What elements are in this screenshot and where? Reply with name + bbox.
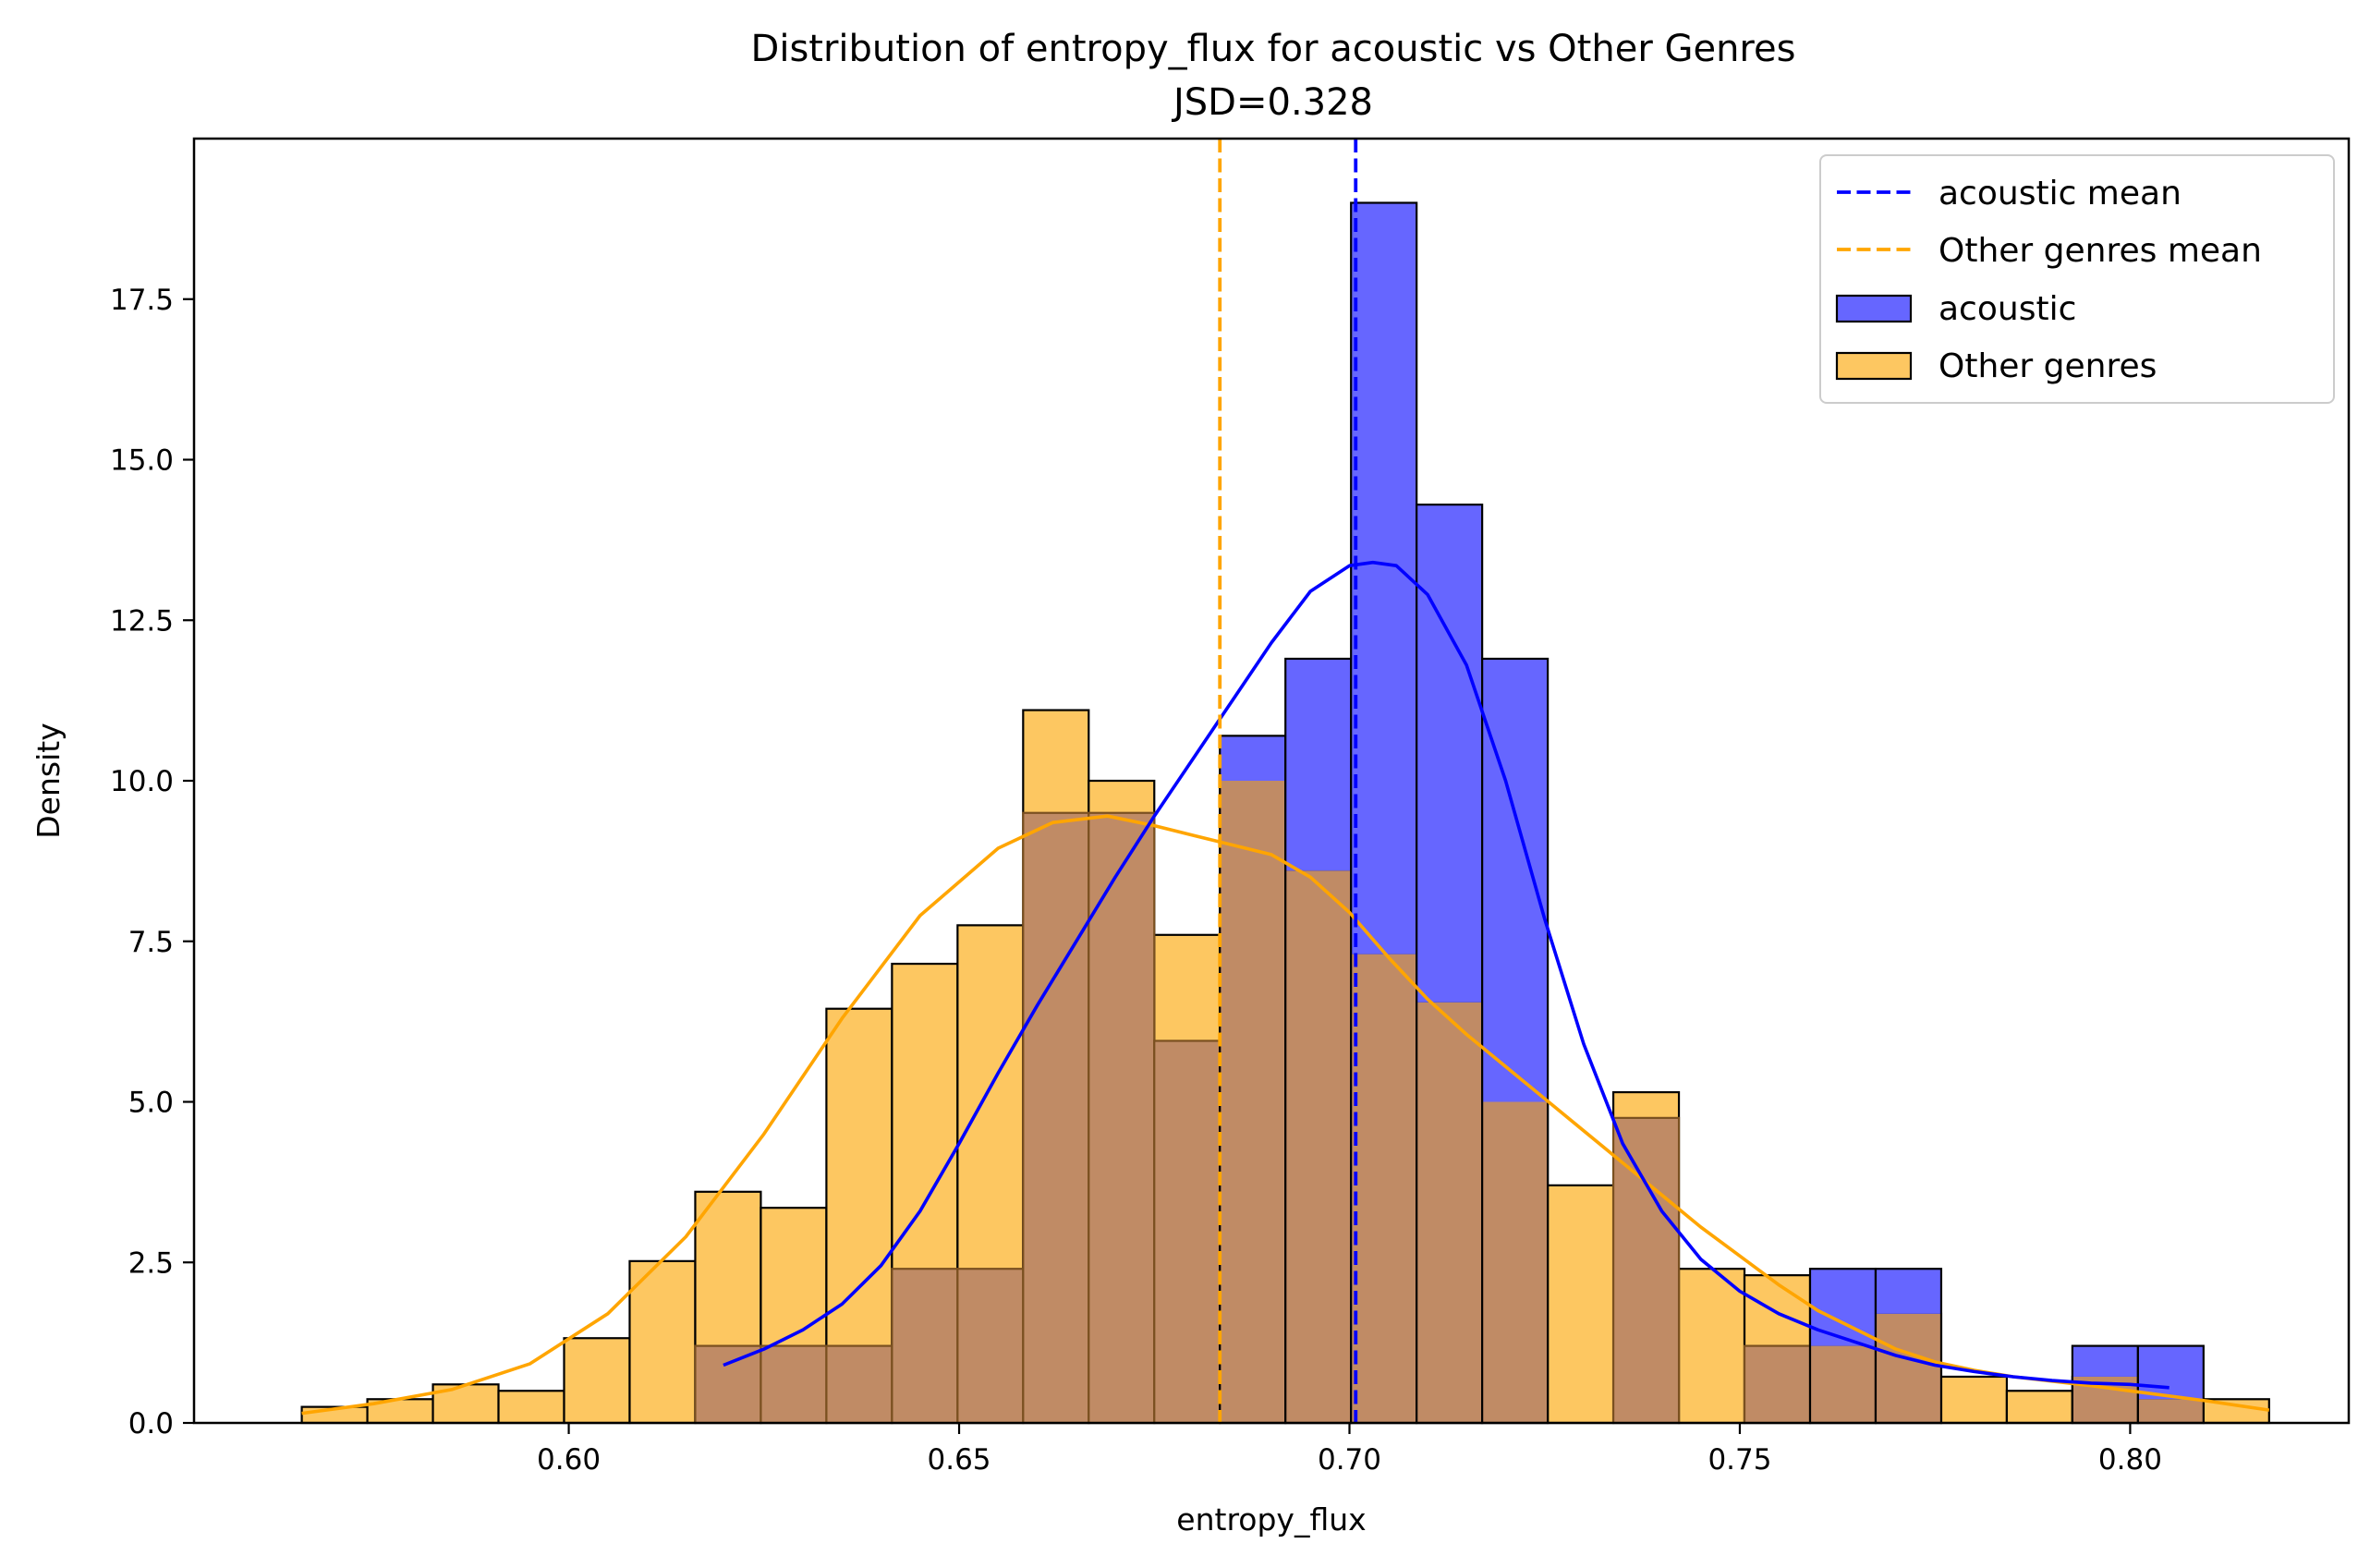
x-tick-label: 0.80 <box>2098 1443 2162 1477</box>
acoustic-bar <box>760 1345 827 1423</box>
other-genres-bar <box>1023 710 1089 813</box>
acoustic-bar <box>1351 202 1417 954</box>
acoustic-bar <box>1744 1345 1810 1423</box>
acoustic-bar <box>1154 1040 1221 1423</box>
x-tick-label: 0.70 <box>1318 1443 1381 1477</box>
other-genres-bar <box>2006 1391 2072 1423</box>
acoustic-bar <box>1023 812 1089 1423</box>
acoustic-bar <box>1351 954 1417 1423</box>
acoustic-bar <box>1875 1269 1941 1314</box>
other-genres-bar <box>1548 1185 1614 1423</box>
legend-item: acoustic <box>1835 290 2076 328</box>
other-genres-bar <box>564 1338 630 1423</box>
acoustic-bar <box>892 1269 958 1423</box>
other-genres-kde-line <box>301 814 2270 1416</box>
acoustic-bar <box>1875 1313 1941 1423</box>
legend-patch-swatch <box>1835 294 1913 323</box>
acoustic-bar <box>1088 812 1155 1423</box>
other-genres-bar <box>957 925 1024 1270</box>
mean-lines <box>1218 139 1358 1423</box>
other-genres-bar <box>498 1391 565 1423</box>
y-tick-label: 0.0 <box>128 1407 174 1440</box>
chart-subtitle: JSD=0.328 <box>1171 81 1373 124</box>
acoustic-bar <box>1285 658 1352 871</box>
plot-area <box>300 139 2270 1425</box>
acoustic-bar <box>695 1345 761 1423</box>
acoustic-bar <box>1810 1345 1876 1423</box>
other-genres-bars <box>300 709 2270 1425</box>
legend: acoustic mean Other genres mean acoustic Ot… <box>1819 154 2335 404</box>
other-genres-bar <box>760 1208 827 1346</box>
x-tick-label: 0.75 <box>1708 1443 1771 1477</box>
y-tick-label: 5.0 <box>128 1087 174 1120</box>
other-genres-bar <box>1613 1092 1680 1118</box>
other-genres-bar <box>1088 781 1155 813</box>
legend-frame <box>1819 154 2335 404</box>
acoustic-bar <box>2137 1345 2204 1400</box>
acoustic-bar <box>2137 1399 2204 1423</box>
other-genres-bar <box>629 1260 696 1423</box>
y-tick-label: 7.5 <box>128 926 174 959</box>
x-tick-label: 0.65 <box>928 1443 991 1477</box>
y-tick-label: 15.0 <box>110 444 174 478</box>
acoustic-bar <box>826 1345 893 1423</box>
x-axis-ticks: 0.60 0.65 0.70 0.75 0.80 <box>537 1423 2162 1477</box>
acoustic-bar <box>1482 1101 1549 1423</box>
other-genres-bar <box>826 1008 893 1346</box>
acoustic-bars <box>694 201 2205 1425</box>
y-tick-label: 2.5 <box>128 1246 174 1280</box>
acoustic-bar <box>1416 504 1483 1003</box>
y-axis-label: Density <box>30 723 67 838</box>
acoustic-bar <box>1220 735 1286 781</box>
other-genres-bar <box>892 964 958 1270</box>
acoustic-bar <box>957 1269 1024 1423</box>
acoustic-bar <box>1220 781 1286 1423</box>
y-tick-label: 17.5 <box>110 284 174 317</box>
kde-lines <box>301 560 2270 1416</box>
acoustic-bar <box>1416 1002 1483 1423</box>
y-tick-label: 10.0 <box>110 765 174 798</box>
legend-patch-swatch <box>1835 351 1913 381</box>
legend-item: acoustic mean <box>1837 175 2182 213</box>
other-genres-bar <box>1679 1269 1745 1423</box>
y-axis-ticks: 0.0 2.5 5.0 7.5 10.0 12.5 15.0 17.5 <box>110 284 194 1440</box>
acoustic-bar <box>2072 1345 2138 1377</box>
other-genres-bar <box>1744 1275 1810 1346</box>
legend-label: acoustic mean <box>1939 175 2182 213</box>
chart-title: Distribution of entropy_flux for acousti… <box>751 28 1796 70</box>
acoustic-bar <box>1613 1117 1680 1423</box>
x-axis-label: entropy_flux <box>1176 1501 1366 1538</box>
x-tick-label: 0.60 <box>537 1443 601 1477</box>
other-genres-bar <box>695 1191 761 1346</box>
legend-label: Other genres mean <box>1939 232 2262 270</box>
legend-item: Other genres <box>1835 347 2157 385</box>
legend-label: Other genres <box>1939 347 2157 385</box>
legend-item: Other genres mean <box>1837 232 2262 270</box>
other-genres-bar <box>1154 934 1221 1041</box>
acoustic-kde-line <box>723 560 2169 1390</box>
acoustic-bar <box>1285 870 1352 1423</box>
acoustic-bar <box>1482 658 1549 1102</box>
other-genres-bar <box>1940 1376 2007 1423</box>
y-tick-label: 12.5 <box>110 604 174 638</box>
legend-label: acoustic <box>1939 290 2076 328</box>
